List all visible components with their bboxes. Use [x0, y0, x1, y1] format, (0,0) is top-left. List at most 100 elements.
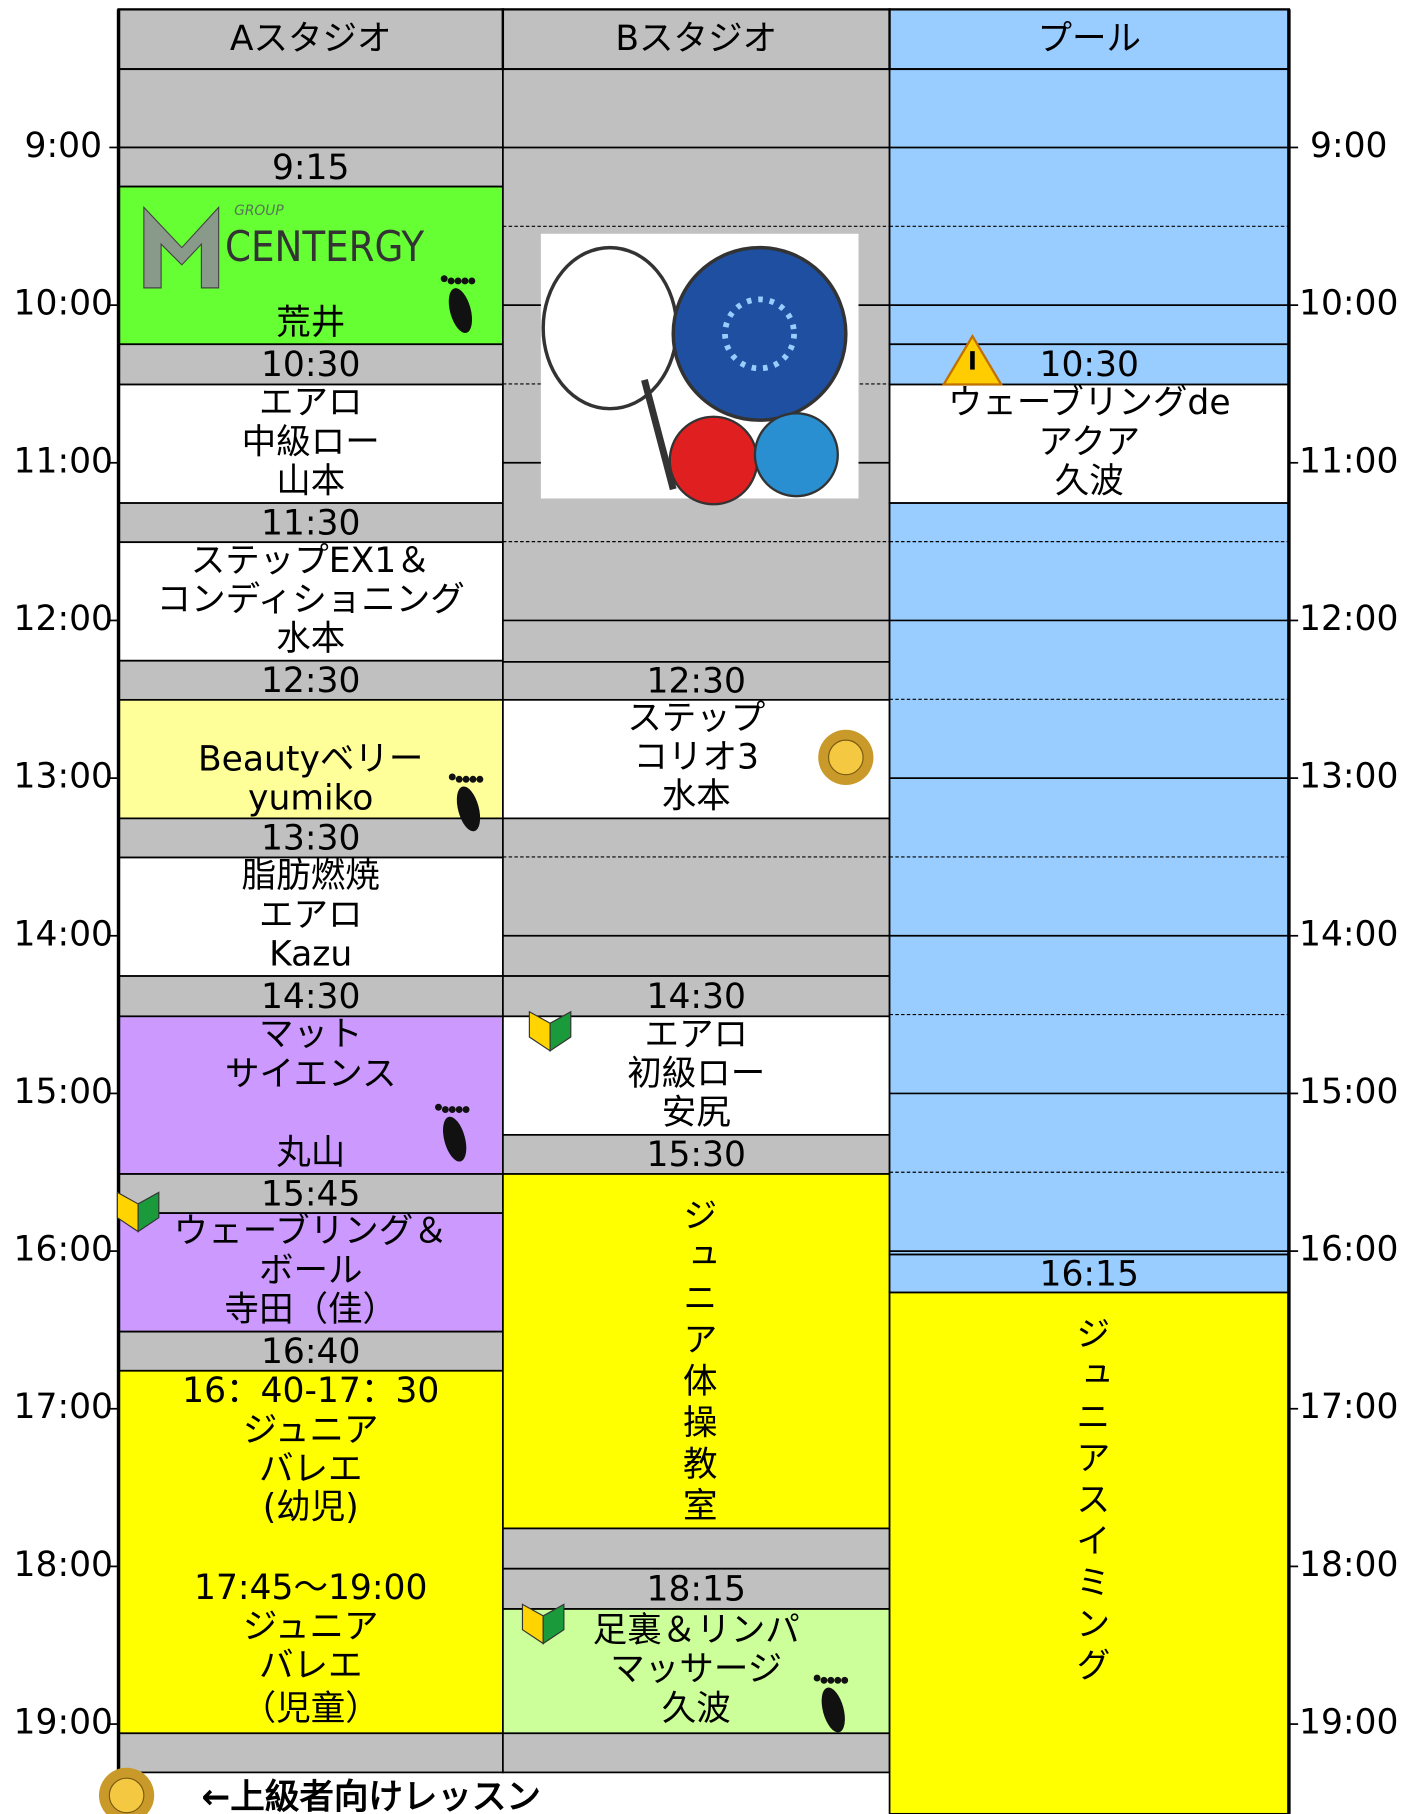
time-label: 14:30	[647, 977, 746, 1017]
schedule-block	[502, 1173, 891, 1530]
lesson-text: 足裏＆リンパ	[593, 1611, 800, 1651]
schedule-block	[117, 1369, 504, 1735]
lesson-text: yumiko	[248, 778, 373, 818]
lesson-text: マッサージ	[610, 1650, 782, 1690]
sun-icon	[828, 739, 864, 776]
lesson-text: エアロ	[259, 383, 363, 423]
foot-icon	[462, 1106, 470, 1113]
lesson-text: アクア	[1038, 422, 1140, 462]
foot-icon	[448, 288, 473, 333]
lesson-text: Beautyベリー	[198, 739, 423, 779]
schedule-block	[888, 1291, 1290, 1814]
time-axis-left: 19:00	[14, 1703, 113, 1743]
footer-note: ←上級者向けレッスン	[201, 1777, 541, 1814]
schedule-block	[502, 1732, 891, 1774]
lesson-text: ジュニア	[243, 1607, 379, 1647]
time-label: 14:30	[261, 977, 360, 1017]
time-axis-right: 9:00	[1310, 126, 1388, 166]
time-axis-right: 14:00	[1299, 914, 1398, 954]
time-axis-right: 12:00	[1299, 599, 1398, 639]
schedule-block	[117, 975, 504, 1018]
logo-group: GROUP	[234, 203, 284, 219]
lesson-text: ウェーブリング＆	[174, 1212, 448, 1252]
time-axis-left: 14:00	[14, 914, 113, 954]
schedule-block	[502, 817, 891, 977]
schedule-block	[117, 698, 504, 820]
time-label: 16:15	[1040, 1254, 1139, 1294]
lesson-text: ステップEX1＆	[191, 541, 431, 581]
time-axis-left: 10:00	[14, 284, 113, 324]
foot-icon	[455, 775, 463, 783]
foot-icon	[454, 277, 462, 285]
schedule-block	[117, 1330, 504, 1372]
foot-icon	[461, 277, 469, 285]
foot-icon	[469, 775, 477, 783]
lesson-text: ジュニア	[243, 1410, 379, 1450]
time-axis-left: 13:00	[14, 757, 113, 797]
lesson-text: Kazu	[269, 934, 352, 974]
time-label: 12:30	[261, 661, 360, 701]
lesson-text: マット	[259, 1014, 363, 1054]
lesson-text: 山本	[276, 461, 345, 501]
time-label: 15:30	[647, 1135, 746, 1175]
time-label: 18:15	[647, 1570, 746, 1610]
time-axis-right: 11:00	[1299, 441, 1398, 481]
time-axis-left: 16:00	[14, 1230, 113, 1270]
column-header: Bスタジオ	[615, 19, 777, 59]
schedule-block	[502, 661, 891, 701]
lesson-text: (幼児)	[263, 1487, 359, 1527]
column-header: Aスタジオ	[230, 19, 392, 59]
lesson-text: 寺田（佳）	[224, 1290, 397, 1330]
foot-icon	[820, 1676, 828, 1684]
schedule-block	[502, 1527, 891, 1570]
time-axis-left: 18:00	[14, 1545, 113, 1585]
foot-icon	[841, 1676, 849, 1684]
foot-icon	[821, 1687, 845, 1733]
lesson-text: 久波	[1055, 461, 1124, 501]
foot-icon	[447, 277, 455, 285]
time-label: 13:30	[261, 819, 360, 859]
foot-icon	[435, 1103, 442, 1111]
sun-icon	[108, 1777, 145, 1814]
lesson-text: バレエ	[259, 1646, 363, 1686]
schedule-block	[502, 1567, 891, 1610]
foot-icon	[813, 1674, 821, 1682]
lesson-text: 荒井	[276, 303, 345, 343]
time-label: 10:30	[1040, 345, 1139, 385]
column-header: プール	[1037, 19, 1141, 59]
lesson-text: ステップ	[627, 698, 765, 738]
vertical-title: ジュニア体操教室	[676, 1197, 716, 1528]
lesson-text: （児童）	[242, 1689, 380, 1729]
lesson-text: バレエ	[259, 1449, 363, 1489]
lesson-text: 水本	[662, 777, 731, 817]
time-axis-left: 12:00	[14, 599, 113, 639]
foot-icon	[468, 277, 476, 285]
schedule-block	[117, 856, 504, 977]
header-cell	[888, 8, 1291, 71]
time-label: 9:15	[272, 148, 350, 188]
beginner-icon	[542, 1603, 565, 1645]
schedule-block	[117, 146, 504, 188]
lesson-text: エアロ	[644, 1015, 748, 1055]
vertical-title: ジュニアスイミング	[1069, 1316, 1109, 1689]
schedule-block	[502, 1133, 891, 1175]
lesson-text: 脂肪燃焼	[242, 856, 380, 896]
foot-icon	[476, 775, 484, 783]
foot-icon	[455, 1106, 463, 1113]
time-label: 12:30	[647, 662, 746, 702]
beginner-icon	[137, 1191, 160, 1233]
lesson-text: エアロ	[259, 895, 363, 935]
schedule-block	[117, 1212, 504, 1333]
lesson-text: 丸山	[276, 1133, 345, 1173]
lesson-text: ウェーブリングde	[948, 383, 1231, 423]
lesson-text: ボール	[259, 1251, 363, 1291]
time-axis-right: 10:00	[1299, 284, 1398, 324]
header-cell	[117, 8, 505, 71]
schedule-block	[117, 541, 504, 662]
schedule-block	[117, 659, 504, 701]
foot-icon	[448, 773, 456, 781]
fan-illustration	[540, 233, 859, 506]
schedule-block	[888, 502, 1290, 1256]
time-axis-right: 19:00	[1299, 1703, 1398, 1743]
